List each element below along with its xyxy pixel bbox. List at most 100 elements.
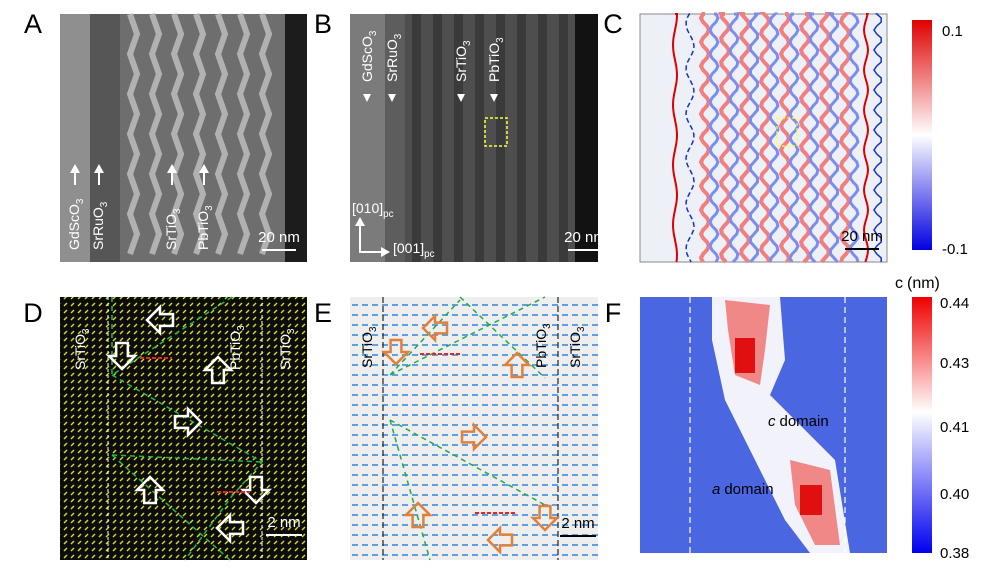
layer-label: SrTiO3 [72,328,92,370]
layer-label: SrTiO3 [567,326,587,368]
layer-label: GdScO3 [66,198,86,250]
label-sub: 3 [368,326,379,332]
panel-letter: F [605,298,622,328]
label-sub: 3 [81,328,92,334]
label-base: SrTiO [567,332,583,368]
layer-label: [001]pc [393,240,435,260]
zigzag-domain [214,13,229,255]
interface [862,13,870,263]
arrow [70,164,80,185]
label-italic: c [768,413,776,430]
label-base: SrTiO [277,334,293,370]
colorbar-tick: 0.38 [940,545,969,562]
domain-wall [111,296,264,561]
arrow [490,87,498,102]
label-base: SrTiO [359,332,375,368]
polarization-arrow [460,421,488,453]
layer-label: [010]pc [352,200,394,220]
panel-letter: B [314,9,332,39]
scale-bar-label: 20 nm [564,229,606,246]
label-base: PbTiO [195,211,211,250]
polarization-arrow [501,351,533,379]
label-base: SrTiO [72,334,88,370]
wall [827,12,839,263]
zigzag-domain [126,13,141,255]
arrow [457,87,465,102]
label-text: domain [724,481,773,498]
polarization-arrow [201,355,235,385]
colorbar-tick: 0.43 [940,355,969,372]
zigzag-domain [170,13,185,255]
label-base: PbTiO [533,329,549,368]
label-base: PbTiO [227,331,243,370]
interface [873,13,882,262]
label-text: (nm) [907,275,940,292]
label-sub: 3 [495,37,506,43]
wall [698,12,712,263]
wall [728,12,740,264]
layer-label: SrTiO3 [453,40,473,82]
polarization-arrow [380,338,412,366]
arrow [388,87,396,102]
axis-arrows [359,222,385,253]
label-base: GdScO [66,204,82,250]
scale-bar-label: 20 nm [841,228,883,245]
label-base: SrRuO [90,207,106,250]
polarization-arrow [215,511,245,545]
label-sub: 3 [286,328,297,334]
polarization-arrow [486,524,514,556]
colorbar-tick: 0.44 [940,295,969,312]
wall [758,12,772,263]
colorbar-tick: 0.1 [942,23,963,40]
polarization-arrow [529,504,561,532]
layer-label: PbTiO3 [195,205,215,250]
panel-letter: E [314,298,332,328]
panel-letter: C [603,9,623,39]
wall [737,12,751,264]
arrowhead [355,217,390,257]
interface [671,13,679,263]
scale-bar-label: 2 nm [561,515,594,532]
label-sub: 3 [542,323,553,329]
interface [685,13,695,263]
label-base: SrRuO [384,39,400,82]
polarization-arrow [133,475,167,505]
electrode [385,14,405,262]
label-sub: 3 [393,33,404,39]
zigzag-domain [258,13,273,255]
sto-layer [412,14,421,262]
hot-spot [735,338,755,373]
label-base: PbTiO [486,43,502,82]
wall [749,12,761,263]
sto-layer [433,14,442,262]
arrow [94,164,104,185]
colorbar-tick: 0.41 [940,419,969,436]
substrate [60,14,90,262]
layer-label: SrRuO3 [384,33,404,82]
label-sub: 3 [462,40,473,46]
label-sub: 3 [204,205,215,211]
layer-label: SrTiO3 [277,328,297,370]
wall [768,12,780,263]
layer-label: PbTiO3 [533,323,553,368]
arrow [167,164,177,185]
zigzag-domain [148,13,163,255]
sto-layer [496,14,505,262]
layer-label: SrRuO3 [90,201,110,250]
zigzag-domain [192,13,207,255]
roi-box [484,117,508,147]
label-base: [010] [352,200,383,216]
dark-edge [285,14,307,262]
wall [798,12,812,264]
sto-layer [517,14,526,262]
label-base: SrTiO [453,46,469,82]
colorbar-tick: -0.1 [942,241,968,258]
sto-layer [559,14,568,262]
panel-letter: A [24,9,42,39]
wall [819,12,833,264]
layer-label: PbTiO3 [486,37,506,82]
label-text: domain [780,413,829,430]
substrate [350,14,385,262]
wall [718,12,732,264]
